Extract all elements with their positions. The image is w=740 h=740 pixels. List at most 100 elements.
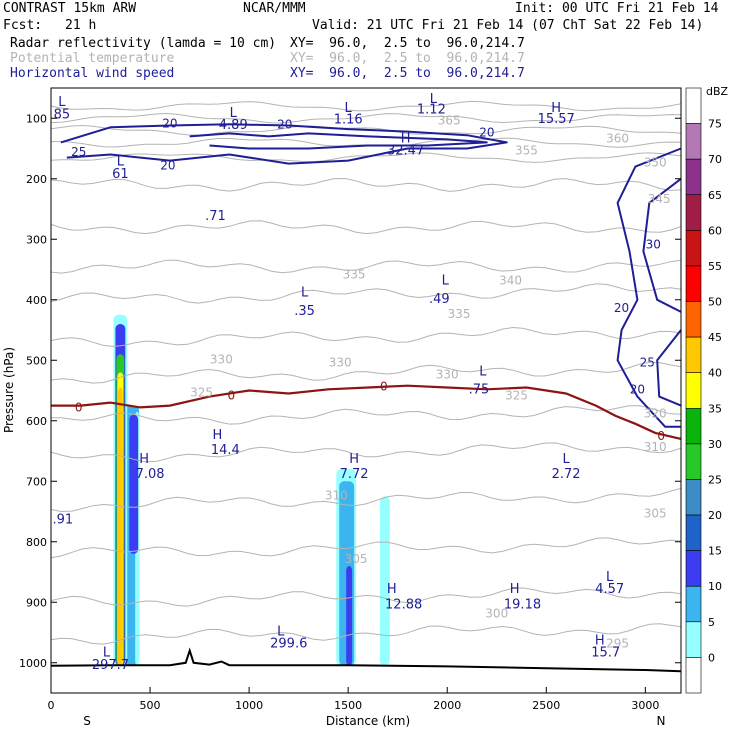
x-tick-label: 2000 [433,699,461,712]
wind-label: 30 [646,237,661,251]
colorbar-label: 45 [708,331,722,344]
theta-label: 355 [515,144,538,158]
high-low-label: H [510,582,520,597]
field-radar-xy: XY= 96.0, 2.5 to 96.0,214.7 [290,36,525,51]
y-tick-label: 100 [26,112,47,125]
theta-isoline [50,100,682,112]
colorbar-swatch [685,265,702,302]
wind-isotach [656,329,682,407]
theta-isoline [51,405,682,425]
high-low-label: 4.57 [595,582,624,597]
high-low-label: 7.72 [340,467,369,482]
colorbar-swatch [685,550,702,587]
zero-isotherm [51,384,682,440]
x-axis-label: Distance (km) [326,714,410,728]
theta-label: 350 [644,156,667,170]
colorbar-label: 0 [708,651,715,664]
wind-label: 20 [479,125,494,139]
high-low-label: L [103,646,111,661]
y-tick-label: 800 [26,536,47,549]
high-low-label: 4.89 [219,118,248,133]
contour-labels: 365 360 355 350 345 340 335 335 330 330 330 325 325 3… [53,92,671,673]
theta-label: 325 [505,389,528,403]
colorbar-swatch [685,87,702,124]
theta-isoline [50,537,682,559]
colorbar-label: 55 [708,260,722,273]
colorbar-swatch [685,657,702,694]
theta-label: 305 [644,507,667,521]
colorbar: 0 5 10 15 20 25 30 35 40 45 50 55 60 65 70 75 [685,87,722,694]
wind-label: 20 [162,116,177,130]
theta-label: 330 [329,355,352,369]
reflectivity-cell [129,414,139,554]
y-tick-label: 300 [26,233,47,246]
colorbar-label: 35 [708,402,722,415]
theta-isoline [50,259,682,274]
high-low-label: 299.6 [270,637,307,652]
wind-label: 20 [614,301,629,315]
theta-label: 365 [438,113,461,127]
high-low-label: 15.57 [538,112,575,127]
theta-isoline [50,177,682,192]
high-low-label: 61 [112,167,129,182]
zero-label: 0 [227,388,235,402]
y-tick-label: 200 [26,173,47,186]
reflectivity-fill-layer [113,314,390,666]
colorbar-swatch [685,301,702,338]
colorbar-swatch [685,479,702,516]
high-low-label: 32.47 [387,144,424,159]
high-low-label: .91 [53,513,74,528]
colorbar-unit: dBZ [706,85,729,98]
theta-label: 330 [210,352,233,366]
x-tick-label: 1000 [235,699,263,712]
y-tick-label: 400 [26,294,47,307]
x-tick-label: 500 [140,699,161,712]
y-tick-label: 1000 [19,657,47,670]
high-low-label: 297.7 [92,658,129,673]
high-low-label: H [387,582,397,597]
x-tick-label: 1500 [334,699,362,712]
theta-label: 330 [436,367,459,381]
y-tick-label: 600 [26,415,47,428]
reflectivity-cell [379,496,390,666]
zero-label: 0 [657,429,665,443]
high-low-label: 1.16 [334,113,363,128]
high-low-label: .49 [429,292,450,307]
high-low-label: L [117,154,125,169]
theta-isoline [50,587,682,607]
high-low-label: H [349,452,359,467]
y-tick-label: 700 [26,475,47,488]
zero-label: 0 [380,379,388,393]
wind-isotach [642,178,682,313]
colorbar-label: 10 [708,580,722,593]
colorbar-label: 5 [708,616,715,629]
theta-label: 320 [644,407,667,421]
colorbar-swatch [685,585,702,623]
high-low-label: 1.12 [417,102,446,117]
high-low-label: 7.08 [136,467,165,482]
theta-isoline [50,283,682,304]
theta-label: 335 [343,268,366,282]
colorbar-label: 65 [708,189,722,202]
high-low-label: 2.72 [552,467,581,482]
theta-isoline [50,326,682,348]
high-low-label: L [345,101,353,116]
theta-contours [50,100,682,645]
theta-isoline [50,124,682,136]
high-low-label: L [430,92,438,107]
theta-isoline [50,112,682,124]
high-low-label: .75 [469,383,490,398]
colorbar-swatch [685,372,702,409]
colorbar-label: 50 [708,296,722,309]
high-low-label: H [401,131,411,146]
theta-isoline [50,442,682,463]
wind-contours [60,123,682,428]
colorbar-swatch [685,123,702,160]
wind-isotach [189,132,488,150]
reflectivity-cell [346,565,353,666]
theta-label: 300 [485,606,508,620]
colorbar-swatch [685,514,702,551]
theta-label: 345 [648,192,671,206]
theta-label: 310 [325,488,348,502]
colorbar-label: 60 [708,224,722,237]
